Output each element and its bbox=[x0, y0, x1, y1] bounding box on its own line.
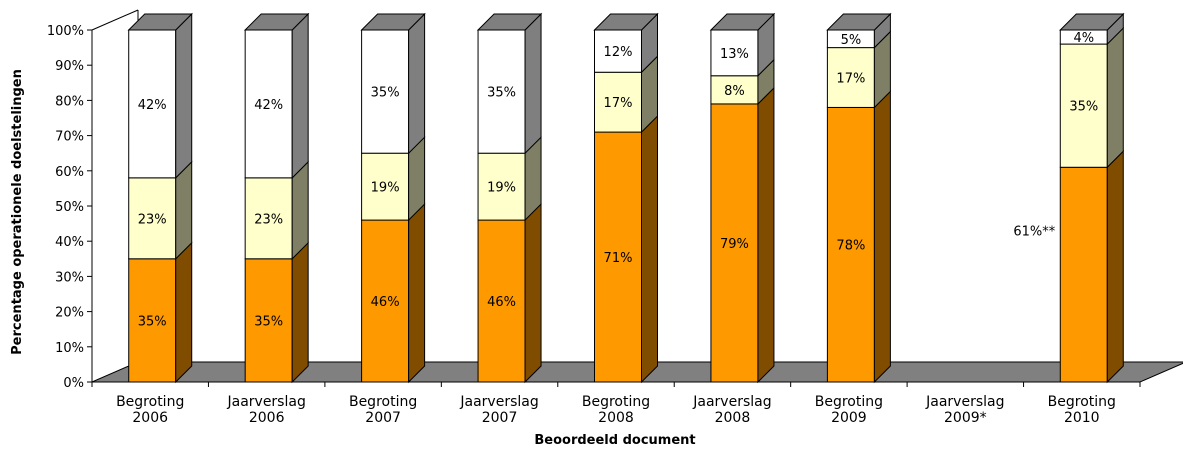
bar-segment-side bbox=[1106, 26, 1124, 169]
data-label: 35% bbox=[371, 86, 400, 101]
data-label: 17% bbox=[836, 72, 865, 87]
category-label: Jaarverslag bbox=[925, 394, 1004, 410]
data-labels: 35% 23% 42% 35% 23% 42% 46% 19% 35% 46% 19% 35% 71% 1… bbox=[138, 31, 1098, 329]
bar-segment-side bbox=[291, 160, 309, 261]
bar-segment-side bbox=[408, 12, 426, 155]
y-tick-label: 80% bbox=[55, 94, 84, 109]
data-label: 35% bbox=[1069, 100, 1098, 115]
category-label: Begroting bbox=[1048, 394, 1116, 410]
data-label: 35% bbox=[138, 314, 167, 329]
category-label: 2007 bbox=[482, 410, 518, 426]
y-tick-label: 40% bbox=[55, 235, 84, 250]
y-tick-label: 90% bbox=[55, 59, 84, 74]
category-label: Jaarverslag bbox=[459, 394, 538, 410]
bar-segment-side bbox=[524, 202, 542, 384]
bar-top-face bbox=[127, 13, 193, 31]
annotation-label: 61%** bbox=[1013, 225, 1055, 240]
category-label: 2007 bbox=[365, 410, 401, 426]
y-tick-label: 0% bbox=[63, 376, 84, 391]
category-label: 2008 bbox=[598, 410, 634, 426]
bar-top-face bbox=[360, 13, 426, 31]
bar-top-face bbox=[476, 13, 543, 31]
data-label: 42% bbox=[254, 98, 283, 113]
x-axis-title: Beoordeeld document bbox=[534, 433, 695, 448]
data-label: 35% bbox=[487, 86, 516, 101]
bar-top-face bbox=[826, 13, 892, 31]
bar-segment-front bbox=[710, 29, 759, 77]
category-label: 2008 bbox=[715, 410, 751, 426]
bar-segment-front bbox=[1059, 166, 1108, 383]
bar-top-face bbox=[593, 13, 659, 31]
bar-segment-side bbox=[873, 90, 891, 384]
category-label: 2010 bbox=[1064, 410, 1100, 426]
bar-top-face bbox=[709, 13, 776, 31]
category-label: Begroting bbox=[582, 394, 650, 410]
bar-segment-front bbox=[244, 29, 293, 179]
category-label: 2006 bbox=[132, 410, 168, 426]
y-tick-label: 100% bbox=[47, 24, 84, 39]
bar-segment-front bbox=[1059, 43, 1108, 168]
y-axis-title: Percentage operationele doelstelingen bbox=[10, 69, 25, 355]
bar-top-face bbox=[1059, 13, 1125, 31]
bar-top-face bbox=[243, 13, 310, 31]
category-label: 2009 bbox=[831, 410, 867, 426]
category-label: 2006 bbox=[249, 410, 285, 426]
data-label: 23% bbox=[254, 212, 283, 227]
bar-segment-side bbox=[641, 114, 658, 384]
category-label: Begroting bbox=[815, 394, 883, 410]
bar-segment-front bbox=[361, 219, 410, 383]
category-label: Begroting bbox=[349, 394, 417, 410]
back-wall-top-edge bbox=[91, 9, 139, 31]
category-label: Jaarverslag bbox=[226, 394, 305, 410]
data-label: 79% bbox=[720, 237, 749, 252]
y-tick-label: 50% bbox=[55, 200, 84, 215]
data-label: 71% bbox=[604, 251, 633, 266]
axes: 0% 10% 20% 30% 40% 50% 60% 70% 80% 90% 100% Begroti… bbox=[47, 24, 1141, 426]
data-label: 8% bbox=[724, 84, 745, 99]
data-label: 13% bbox=[720, 47, 749, 62]
data-label: 35% bbox=[254, 314, 283, 329]
category-label: Begroting bbox=[116, 394, 184, 410]
bar-segment-side bbox=[291, 241, 309, 384]
bar-segment-front bbox=[477, 219, 526, 383]
bar-segment-front bbox=[128, 258, 177, 383]
y-tick-label: 10% bbox=[55, 341, 84, 356]
bar-segment-side bbox=[175, 241, 193, 384]
bar-segment-front bbox=[594, 29, 642, 73]
bar-segment-front bbox=[826, 47, 875, 108]
data-label: 19% bbox=[371, 181, 400, 196]
bars bbox=[127, 12, 1125, 384]
data-label: 78% bbox=[836, 239, 865, 254]
bar-segment-side bbox=[175, 160, 193, 261]
bar-segment-side bbox=[175, 12, 193, 180]
y-tick-label: 60% bbox=[55, 165, 84, 180]
bar-segment-side bbox=[291, 12, 309, 180]
bar-segment-front bbox=[128, 177, 177, 260]
data-label: 5% bbox=[841, 33, 862, 48]
category-label: 2009* bbox=[944, 410, 987, 426]
bar-segment-front bbox=[244, 177, 293, 260]
bar-segment-front bbox=[594, 71, 642, 133]
bar-segment-side bbox=[408, 202, 426, 384]
y-tick-label: 20% bbox=[55, 306, 84, 321]
bar-segment-side bbox=[1106, 150, 1124, 384]
data-label: 12% bbox=[604, 45, 633, 60]
bar-segment-side bbox=[524, 12, 542, 155]
data-label: 42% bbox=[138, 98, 167, 113]
category-label: Jaarverslag bbox=[692, 394, 771, 410]
data-label: 23% bbox=[138, 212, 167, 227]
data-label: 46% bbox=[487, 295, 516, 310]
data-label: 19% bbox=[487, 181, 516, 196]
data-label: 17% bbox=[604, 96, 633, 111]
bar-segment-side bbox=[757, 86, 775, 384]
y-tick-label: 70% bbox=[55, 130, 84, 145]
y-tick-label: 30% bbox=[55, 270, 84, 285]
data-label: 4% bbox=[1073, 31, 1094, 46]
data-label: 46% bbox=[371, 295, 400, 310]
